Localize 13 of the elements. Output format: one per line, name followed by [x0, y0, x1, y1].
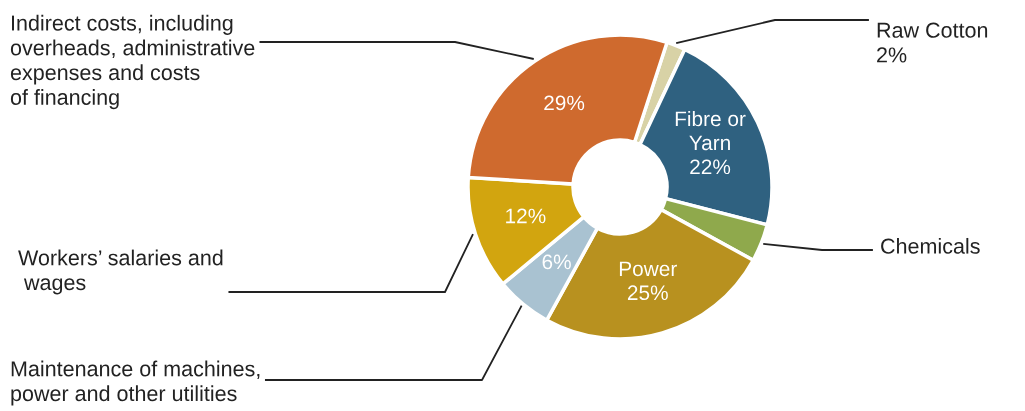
slice-label: Fibre or Yarn [675, 110, 746, 151]
slice-label: Indirect costs, including overheads, administrative expenses and costs of financing [10, 14, 255, 110]
slice-label: Power [619, 261, 677, 277]
data-label: 12% [506, 208, 546, 224]
slice-label: Workers’ salaries and wages [18, 249, 223, 295]
data-label: 25% [627, 285, 668, 301]
data-label: 29% [544, 95, 585, 111]
slice-label: Maintenance of machines, power and other utilities [11, 360, 260, 406]
data-label: 2% [877, 47, 907, 63]
slice-label: Chemicals [881, 237, 980, 254]
slice-label: Raw Cotton [877, 22, 988, 38]
data-label: 22% [690, 159, 731, 175]
data-label: 6% [542, 254, 571, 270]
